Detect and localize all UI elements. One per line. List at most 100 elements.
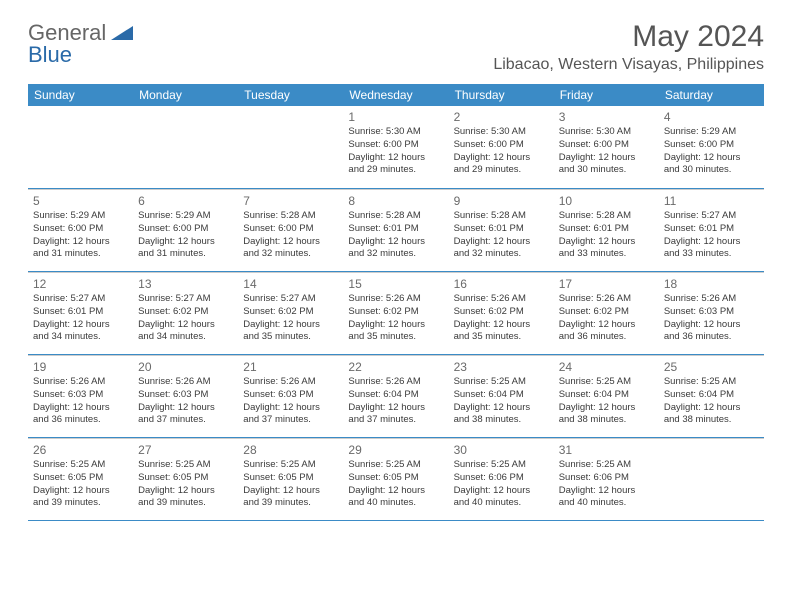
day-cell: 10Sunrise: 5:28 AMSunset: 6:01 PMDayligh… — [554, 189, 659, 271]
day-number: 23 — [454, 360, 549, 374]
title-block: May 2024 Libacao, Western Visayas, Phili… — [493, 20, 764, 74]
weekday-header: Monday — [133, 84, 238, 106]
day-number: 19 — [33, 360, 128, 374]
day-number: 13 — [138, 277, 233, 291]
day-cell: 24Sunrise: 5:25 AMSunset: 6:04 PMDayligh… — [554, 355, 659, 437]
day-cell: 29 Sunrise: 5:25 AMSunset: 6:05 PMDayligh… — [343, 438, 448, 520]
day-cell: 14 Sunrise: 5:27 AMSunset: 6:02 PMDayligh… — [238, 272, 343, 354]
day-cell: 2 Sunrise: 5:30 AMSunset: 6:00 PMDaylight… — [449, 106, 554, 188]
day-info: Sunrise: 5:26 AMSunset: 6:03 PMDaylight:… — [138, 376, 233, 427]
day-cell: 22 Sunrise: 5:26 AMSunset: 6:04 PMDayligh… — [343, 355, 448, 437]
day-info: Sunrise: 5:26 AMSunset: 6:02 PMDaylight:… — [559, 293, 654, 344]
day-number: 30 — [454, 443, 549, 457]
day-cell: 19 Sunrise: 5:26 AMSunset: 6:03 PMDayligh… — [28, 355, 133, 437]
day-info: Sunrise: 5:25 AMSunset: 6:06 PMDaylight:… — [559, 459, 654, 510]
day-number: 22 — [348, 360, 443, 374]
day-number: 24 — [559, 360, 654, 374]
day-info: Sunrise: 5:27 AMSunset: 6:02 PMDaylight:… — [243, 293, 338, 344]
day-cell: 7Sunrise: 5:28 AMSunset: 6:00 PMDaylight… — [238, 189, 343, 271]
week-row: 26 Sunrise: 5:25 AMSunset: 6:05 PMDayligh… — [28, 438, 764, 521]
day-cell: 17 Sunrise: 5:26 AMSunset: 6:02 PMDayligh… — [554, 272, 659, 354]
day-number: 28 — [243, 443, 338, 457]
logo: General Blue — [28, 20, 133, 68]
day-cell: 4 Sunrise: 5:29 AMSunset: 6:00 PMDaylight… — [659, 106, 764, 188]
day-info: Sunrise: 5:28 AMSunset: 6:01 PMDaylight:… — [454, 210, 549, 261]
day-info: Sunrise: 5:25 AMSunset: 6:05 PMDaylight:… — [33, 459, 128, 510]
day-number: 14 — [243, 277, 338, 291]
day-cell: 27Sunrise: 5:25 AMSunset: 6:05 PMDayligh… — [133, 438, 238, 520]
day-number: 12 — [33, 277, 128, 291]
month-title: May 2024 — [493, 20, 764, 54]
day-cell: 30 Sunrise: 5:25 AMSunset: 6:06 PMDayligh… — [449, 438, 554, 520]
day-info: Sunrise: 5:26 AMSunset: 6:04 PMDaylight:… — [348, 376, 443, 427]
weekday-header: Thursday — [449, 84, 554, 106]
day-number: 25 — [664, 360, 759, 374]
day-cell: 16 Sunrise: 5:26 AMSunset: 6:02 PMDayligh… — [449, 272, 554, 354]
day-cell: 13 Sunrise: 5:27 AMSunset: 6:02 PMDayligh… — [133, 272, 238, 354]
logo-text-block: General Blue — [28, 20, 133, 68]
day-number: 3 — [559, 110, 654, 124]
day-cell: 25Sunrise: 5:25 AMSunset: 6:04 PMDayligh… — [659, 355, 764, 437]
day-info: Sunrise: 5:30 AMSunset: 6:00 PMDaylight:… — [348, 126, 443, 177]
day-cell: 21 Sunrise: 5:26 AMSunset: 6:03 PMDayligh… — [238, 355, 343, 437]
day-number: 6 — [138, 194, 233, 208]
day-info: Sunrise: 5:27 AMSunset: 6:01 PMDaylight:… — [664, 210, 759, 261]
triangle-icon — [111, 24, 133, 45]
day-cell: 15 Sunrise: 5:26 AMSunset: 6:02 PMDayligh… — [343, 272, 448, 354]
day-cell: 1 Sunrise: 5:30 AMSunset: 6:00 PMDaylight… — [343, 106, 448, 188]
weekday-header: Wednesday — [343, 84, 448, 106]
day-info: Sunrise: 5:26 AMSunset: 6:02 PMDaylight:… — [454, 293, 549, 344]
weekday-header: Tuesday — [238, 84, 343, 106]
week-row: 5 Sunrise: 5:29 AMSunset: 6:00 PMDaylight… — [28, 189, 764, 272]
weeks-container: 1 Sunrise: 5:30 AMSunset: 6:00 PMDaylight… — [28, 106, 764, 521]
day-cell: 31 Sunrise: 5:25 AMSunset: 6:06 PMDayligh… — [554, 438, 659, 520]
day-info: Sunrise: 5:26 AMSunset: 6:03 PMDaylight:… — [243, 376, 338, 427]
weekday-header: Sunday — [28, 84, 133, 106]
day-info: Sunrise: 5:25 AMSunset: 6:05 PMDaylight:… — [138, 459, 233, 510]
day-cell: 9 Sunrise: 5:28 AMSunset: 6:01 PMDaylight… — [449, 189, 554, 271]
week-row: 1 Sunrise: 5:30 AMSunset: 6:00 PMDaylight… — [28, 106, 764, 189]
day-info: Sunrise: 5:28 AMSunset: 6:00 PMDaylight:… — [243, 210, 338, 261]
day-number: 8 — [348, 194, 443, 208]
day-info: Sunrise: 5:29 AMSunset: 6:00 PMDaylight:… — [138, 210, 233, 261]
header: General Blue May 2024 Libacao, Western V… — [0, 0, 792, 78]
day-number: 5 — [33, 194, 128, 208]
day-cell: 8Sunrise: 5:28 AMSunset: 6:01 PMDaylight… — [343, 189, 448, 271]
day-number: 2 — [454, 110, 549, 124]
day-info: Sunrise: 5:25 AMSunset: 6:05 PMDaylight:… — [348, 459, 443, 510]
day-cell: 11Sunrise: 5:27 AMSunset: 6:01 PMDayligh… — [659, 189, 764, 271]
day-cell: 28 Sunrise: 5:25 AMSunset: 6:05 PMDayligh… — [238, 438, 343, 520]
day-number: 4 — [664, 110, 759, 124]
day-number: 26 — [33, 443, 128, 457]
day-number: 21 — [243, 360, 338, 374]
day-cell: 18Sunrise: 5:26 AMSunset: 6:03 PMDayligh… — [659, 272, 764, 354]
day-cell-empty — [238, 106, 343, 188]
day-info: Sunrise: 5:26 AMSunset: 6:02 PMDaylight:… — [348, 293, 443, 344]
day-number: 10 — [559, 194, 654, 208]
day-number: 16 — [454, 277, 549, 291]
day-cell: 20 Sunrise: 5:26 AMSunset: 6:03 PMDayligh… — [133, 355, 238, 437]
day-info: Sunrise: 5:26 AMSunset: 6:03 PMDaylight:… — [33, 376, 128, 427]
day-number: 17 — [559, 277, 654, 291]
day-number: 20 — [138, 360, 233, 374]
day-number: 29 — [348, 443, 443, 457]
day-info: Sunrise: 5:25 AMSunset: 6:04 PMDaylight:… — [454, 376, 549, 427]
day-info: Sunrise: 5:27 AMSunset: 6:02 PMDaylight:… — [138, 293, 233, 344]
calendar: SundayMondayTuesdayWednesdayThursdayFrid… — [28, 84, 764, 521]
day-info: Sunrise: 5:30 AMSunset: 6:00 PMDaylight:… — [454, 126, 549, 177]
weekday-header-row: SundayMondayTuesdayWednesdayThursdayFrid… — [28, 84, 764, 106]
day-cell: 5 Sunrise: 5:29 AMSunset: 6:00 PMDaylight… — [28, 189, 133, 271]
weekday-header: Friday — [554, 84, 659, 106]
day-info: Sunrise: 5:25 AMSunset: 6:05 PMDaylight:… — [243, 459, 338, 510]
day-cell-empty — [659, 438, 764, 520]
day-cell-empty — [133, 106, 238, 188]
day-cell: 12Sunrise: 5:27 AMSunset: 6:01 PMDayligh… — [28, 272, 133, 354]
day-number: 9 — [454, 194, 549, 208]
day-number: 15 — [348, 277, 443, 291]
day-info: Sunrise: 5:29 AMSunset: 6:00 PMDaylight:… — [664, 126, 759, 177]
day-number: 31 — [559, 443, 654, 457]
day-info: Sunrise: 5:25 AMSunset: 6:06 PMDaylight:… — [454, 459, 549, 510]
day-info: Sunrise: 5:29 AMSunset: 6:00 PMDaylight:… — [33, 210, 128, 261]
week-row: 19 Sunrise: 5:26 AMSunset: 6:03 PMDayligh… — [28, 355, 764, 438]
day-number: 1 — [348, 110, 443, 124]
